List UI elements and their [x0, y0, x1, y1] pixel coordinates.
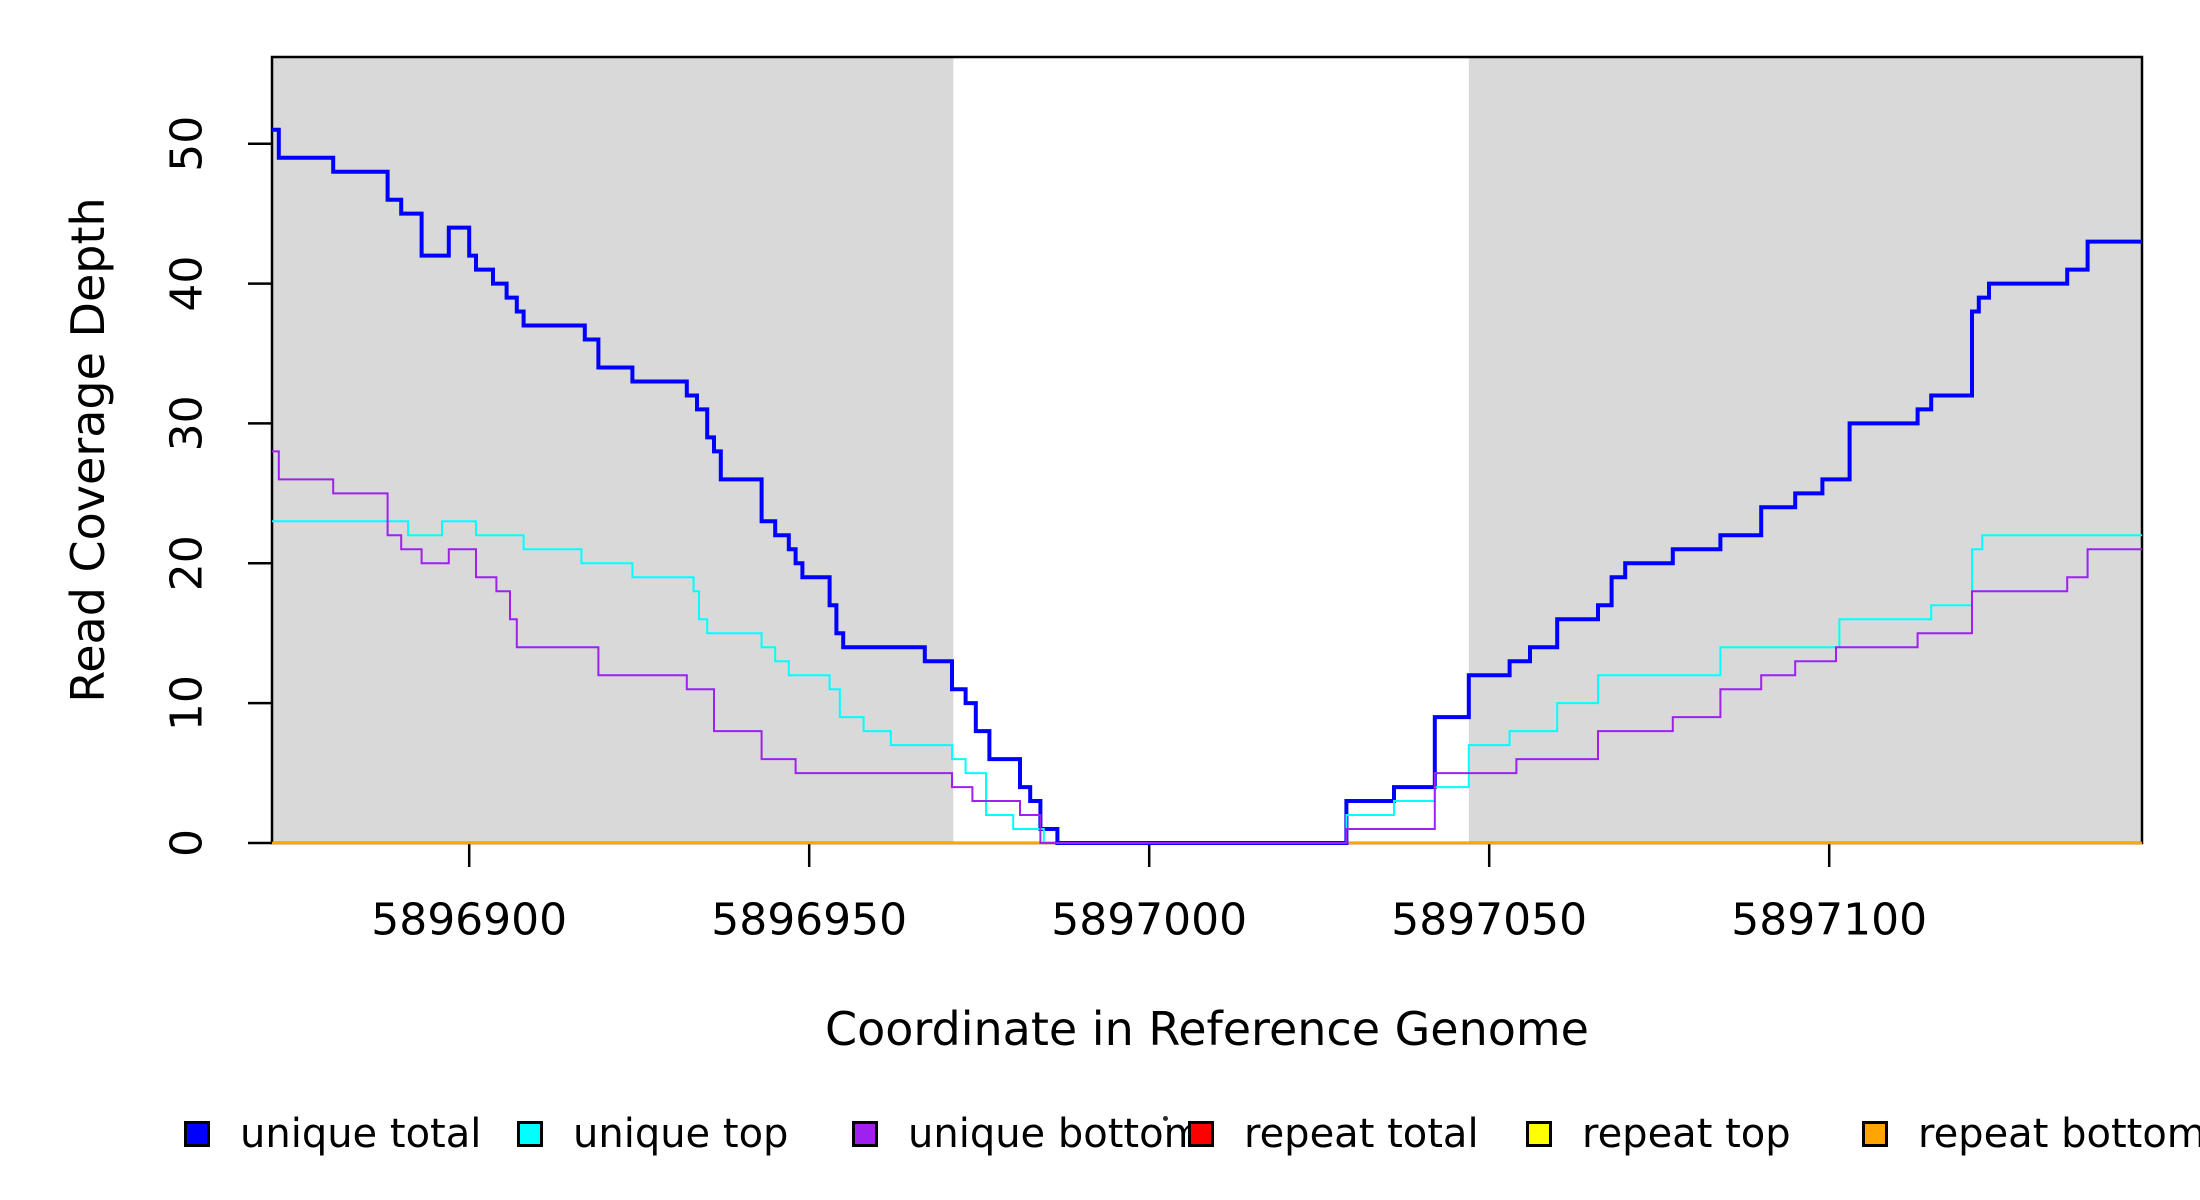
legend-item-unique-bottom: unique bottom	[852, 1111, 1203, 1157]
legend-swatch-3	[1188, 1121, 1214, 1147]
legend-item-repeat-total: repeat total	[1188, 1111, 1479, 1157]
y-tick-label: 0	[162, 829, 213, 857]
legend-label: repeat top	[1582, 1111, 1791, 1157]
shaded-region	[1468, 57, 2142, 843]
series-unique-bottom	[272, 450, 2142, 844]
legend-label: unique top	[573, 1111, 789, 1157]
y-tick-label: 20	[162, 535, 213, 591]
legend-item-unique-total: unique total	[184, 1111, 482, 1157]
legend-label: repeat bottom	[1918, 1111, 2200, 1157]
legend-swatch-5	[1862, 1121, 1888, 1147]
legend-swatch-0	[184, 1121, 210, 1147]
legend-label: unique total	[240, 1111, 482, 1157]
series-unique-top	[272, 520, 2142, 844]
x-axis-title: Coordinate in Reference Genome	[825, 1002, 1589, 1056]
x-tick-label: 5897000	[1051, 895, 1247, 946]
shaded-region	[272, 57, 954, 843]
x-tick-label: 5897100	[1731, 895, 1927, 946]
x-tick-label: 5896950	[711, 895, 907, 946]
legend-item-unique-top: unique top	[517, 1111, 789, 1157]
legend-swatch-1	[517, 1121, 543, 1147]
legend-item-repeat-bottom: repeat bottom	[1862, 1111, 2200, 1157]
legend-label: unique bottom	[908, 1111, 1203, 1157]
y-tick-label: 40	[162, 256, 213, 312]
legend-swatch-2	[852, 1121, 878, 1147]
stray-dot-mark	[1163, 1116, 1168, 1121]
legend-label: repeat total	[1244, 1111, 1479, 1157]
series-unique-total	[272, 127, 2142, 845]
y-tick-label: 10	[162, 675, 213, 731]
legend-item-repeat-top: repeat top	[1526, 1111, 1791, 1157]
y-axis-title: Read Coverage Depth	[61, 197, 115, 703]
y-tick-label: 30	[162, 395, 213, 451]
legend-swatch-4	[1526, 1121, 1552, 1147]
x-tick-label: 5897050	[1391, 895, 1587, 946]
x-tick-label: 5896900	[371, 895, 567, 946]
y-tick-label: 50	[162, 116, 213, 172]
